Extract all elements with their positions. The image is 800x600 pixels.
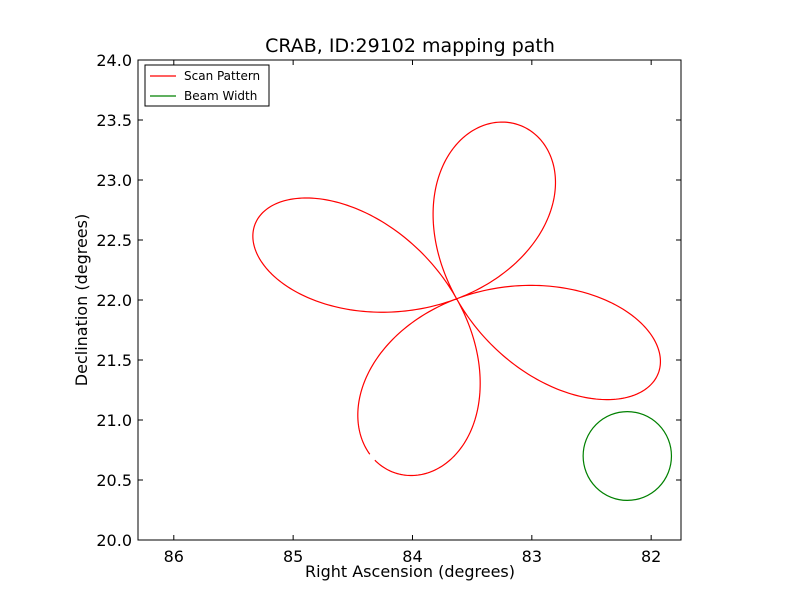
legend-label-beam-width: Beam Width: [184, 89, 257, 103]
y-tick-label: 21.5: [96, 351, 132, 370]
x-axis-label: Right Ascension (degrees): [305, 562, 515, 581]
scan-pattern-line: [252, 121, 662, 477]
legend-label-scan-pattern: Scan Pattern: [184, 69, 260, 83]
y-tick-label: 20.5: [96, 471, 132, 490]
y-tick-label: 24.0: [96, 51, 132, 70]
x-tick-label: 84: [402, 547, 422, 566]
y-tick-label: 22.5: [96, 231, 132, 250]
x-tick-label: 85: [283, 547, 303, 566]
x-tick-label: 82: [641, 547, 661, 566]
y-tick-label: 20.0: [96, 531, 132, 550]
chart-title: CRAB, ID:29102 mapping path: [265, 35, 555, 57]
legend: Scan Pattern Beam Width: [144, 64, 270, 107]
y-tick-label: 21.0: [96, 411, 132, 430]
y-tick-label: 23.5: [96, 111, 132, 130]
x-tick-label: 83: [522, 547, 542, 566]
y-axis-label: Declination (degrees): [72, 214, 91, 386]
y-tick-label: 22.0: [96, 291, 132, 310]
plot-frame: [137, 59, 682, 541]
x-tick-label: 86: [164, 547, 184, 566]
beam-width-circle: [582, 411, 673, 502]
y-tick-label: 23.0: [96, 171, 132, 190]
legend-box: [144, 64, 270, 107]
